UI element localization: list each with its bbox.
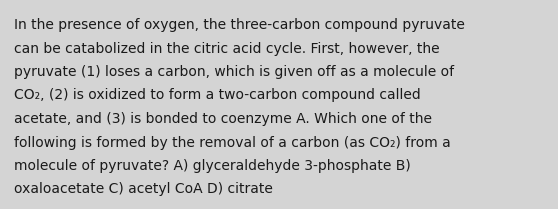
Text: In the presence of oxygen, the three-carbon compound pyruvate: In the presence of oxygen, the three-car… bbox=[14, 18, 465, 32]
Text: CO₂, (2) is oxidized to form a two-carbon compound called: CO₂, (2) is oxidized to form a two-carbo… bbox=[14, 88, 421, 102]
Text: pyruvate (1) loses a carbon, which is given off as a molecule of: pyruvate (1) loses a carbon, which is gi… bbox=[14, 65, 454, 79]
Text: acetate, and (3) is bonded to coenzyme A. Which one of the: acetate, and (3) is bonded to coenzyme A… bbox=[14, 112, 432, 126]
Text: molecule of pyruvate? A) glyceraldehyde 3-phosphate B): molecule of pyruvate? A) glyceraldehyde … bbox=[14, 159, 411, 173]
Text: can be catabolized in the citric acid cycle. First, however, the: can be catabolized in the citric acid cy… bbox=[14, 42, 440, 56]
Text: following is formed by the removal of a carbon (as CO₂) from a: following is formed by the removal of a … bbox=[14, 135, 451, 149]
Text: oxaloacetate C) acetyl CoA D) citrate: oxaloacetate C) acetyl CoA D) citrate bbox=[14, 182, 273, 196]
